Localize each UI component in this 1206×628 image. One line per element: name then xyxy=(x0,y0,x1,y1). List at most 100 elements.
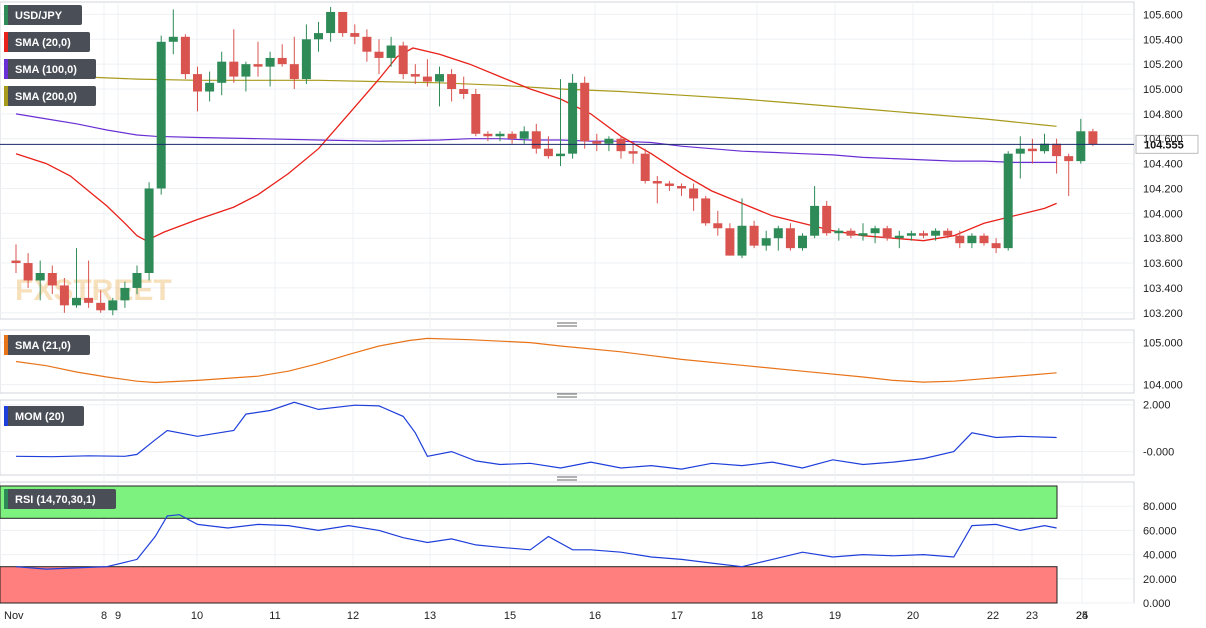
candle xyxy=(556,79,565,167)
candle xyxy=(1027,138,1037,164)
x-tick-label: 25 xyxy=(1076,610,1088,622)
candle xyxy=(11,244,21,274)
candle xyxy=(1015,136,1025,179)
x-tick-label: 12 xyxy=(347,610,359,622)
candle xyxy=(1064,153,1074,196)
candle-body xyxy=(168,36,178,42)
candle xyxy=(277,44,287,67)
candle xyxy=(180,34,190,80)
candle-body xyxy=(326,11,336,34)
mom-tick-label: -0.000 xyxy=(1143,447,1174,459)
legend-main-1-bg xyxy=(4,32,90,52)
legend-main-2-bg xyxy=(4,59,96,79)
candle-body xyxy=(943,230,953,236)
candle-body xyxy=(253,64,263,67)
candle xyxy=(761,230,771,251)
candle-body xyxy=(84,297,94,303)
candle-body xyxy=(677,185,686,189)
panel-resize-handles[interactable] xyxy=(557,322,577,481)
sma21-tick-label: 104.000 xyxy=(1143,380,1183,392)
legends: USD/JPY SMA (20,0) SMA (100,0) SMA (200,0) S… xyxy=(4,5,116,509)
candle xyxy=(47,265,57,295)
rsi-oversold-zone xyxy=(0,566,1058,604)
candle xyxy=(1040,133,1049,154)
x-tick-label: 19 xyxy=(829,610,841,622)
last-price: 104.555 xyxy=(0,134,1199,154)
rsi-tick-label: 40.000 xyxy=(1143,550,1177,562)
x-tick-label: 20 xyxy=(907,610,919,622)
legend-main-2: SMA (100,0) xyxy=(4,59,96,79)
legend-mom-bg xyxy=(4,406,84,426)
candle-body xyxy=(350,33,360,37)
legend-main-3: SMA (200,0) xyxy=(4,86,96,106)
mom-panel xyxy=(0,399,1135,476)
candle-body xyxy=(108,300,118,311)
rsi-overbought-zone xyxy=(0,485,1058,519)
price-tick-label: 105.600 xyxy=(1143,9,1183,21)
candle xyxy=(1088,128,1098,147)
candle xyxy=(326,6,336,42)
candle xyxy=(713,210,723,236)
candle xyxy=(677,183,686,196)
candle-body xyxy=(882,228,892,239)
candle-body xyxy=(96,302,106,311)
candle-body xyxy=(798,235,807,249)
candle xyxy=(205,71,215,102)
candle xyxy=(592,133,602,152)
candle-body xyxy=(314,33,323,40)
candle-body xyxy=(967,235,977,244)
mom-tick-label: 2.000 xyxy=(1143,400,1171,412)
candle xyxy=(374,39,384,75)
candle-body xyxy=(919,233,928,236)
candle xyxy=(749,220,759,249)
candle-body xyxy=(144,188,154,274)
candle xyxy=(507,131,517,144)
candle-body xyxy=(592,141,602,144)
price-tick-label: 103.800 xyxy=(1143,233,1183,245)
candle-body xyxy=(761,238,771,246)
candle xyxy=(967,233,977,249)
candle-body xyxy=(338,11,348,34)
last-price-tag xyxy=(1135,134,1199,154)
candle-body xyxy=(435,74,444,82)
candle-body xyxy=(422,76,432,82)
candle xyxy=(362,29,372,62)
candle xyxy=(84,260,94,308)
legend-rsi-text: RSI (14,70,30,1) xyxy=(15,494,96,506)
legend-main-2-swatch xyxy=(4,59,8,79)
candle xyxy=(1076,118,1086,164)
candle-body xyxy=(543,148,553,157)
candle xyxy=(798,233,807,251)
candle-body xyxy=(1015,148,1025,154)
candle xyxy=(568,74,578,159)
candle-body xyxy=(374,51,384,58)
candle-body xyxy=(616,138,626,152)
legend-rsi-swatch xyxy=(4,489,8,509)
candle-body xyxy=(568,82,578,154)
candle-body xyxy=(483,133,493,137)
candle xyxy=(519,126,529,144)
candle xyxy=(350,24,360,45)
candle xyxy=(894,230,904,249)
candle xyxy=(301,24,311,85)
candle xyxy=(931,228,941,241)
candle-body xyxy=(459,89,469,94)
legend-main-0-swatch xyxy=(4,5,8,25)
legend-main-3-text: SMA (200,0) xyxy=(15,91,77,103)
x-tick-label: 22 xyxy=(987,610,999,622)
candle xyxy=(289,36,299,90)
candle xyxy=(72,248,81,308)
candle xyxy=(168,9,178,55)
candle xyxy=(132,265,142,295)
candle xyxy=(943,228,953,239)
legend-rsi-bg xyxy=(4,489,116,509)
candle xyxy=(265,51,275,87)
rsi-tick-label: 0.000 xyxy=(1143,598,1171,610)
candle xyxy=(737,198,747,259)
price-tick-label: 103.200 xyxy=(1143,308,1183,320)
rsi-zones xyxy=(0,485,1058,604)
candle xyxy=(435,66,444,107)
candle-body xyxy=(870,228,880,234)
candle xyxy=(217,51,227,96)
